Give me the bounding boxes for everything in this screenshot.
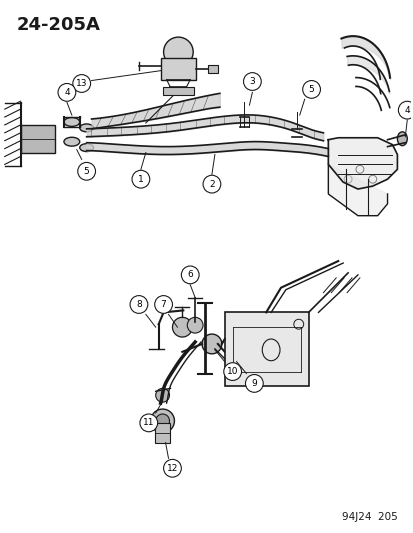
Circle shape	[163, 459, 181, 477]
Circle shape	[202, 175, 220, 193]
Circle shape	[228, 354, 244, 369]
Text: 2: 2	[209, 180, 214, 189]
Circle shape	[155, 414, 169, 428]
Circle shape	[343, 175, 351, 183]
Text: 5: 5	[83, 167, 89, 176]
Text: 24-205A: 24-205A	[17, 17, 100, 35]
Circle shape	[130, 296, 147, 313]
Text: 5: 5	[308, 85, 314, 94]
Circle shape	[368, 175, 376, 183]
Text: 10: 10	[226, 367, 238, 376]
Circle shape	[132, 171, 150, 188]
Text: 8: 8	[136, 300, 142, 309]
Ellipse shape	[80, 144, 93, 151]
Text: 3: 3	[249, 77, 255, 86]
Bar	[162, 87, 194, 95]
Circle shape	[172, 317, 192, 337]
Bar	[224, 312, 308, 386]
Text: 94J24  205: 94J24 205	[341, 512, 396, 521]
Circle shape	[155, 389, 169, 402]
Circle shape	[245, 375, 263, 392]
Bar	[21, 125, 55, 152]
Circle shape	[78, 163, 95, 180]
Text: 9: 9	[251, 379, 256, 388]
Circle shape	[355, 165, 363, 173]
Ellipse shape	[64, 117, 80, 126]
Circle shape	[163, 37, 193, 67]
Text: 1: 1	[138, 175, 143, 184]
Polygon shape	[328, 164, 387, 216]
Ellipse shape	[396, 132, 406, 146]
Circle shape	[73, 75, 90, 92]
Circle shape	[181, 266, 199, 284]
Circle shape	[397, 101, 413, 119]
Ellipse shape	[80, 124, 93, 132]
Circle shape	[302, 80, 320, 98]
Bar	[207, 64, 217, 72]
Bar	[154, 423, 170, 442]
Text: 6: 6	[187, 270, 192, 279]
Ellipse shape	[64, 138, 80, 146]
Text: 7: 7	[160, 300, 166, 309]
Circle shape	[202, 334, 221, 354]
Text: 4: 4	[64, 88, 69, 97]
Circle shape	[243, 72, 261, 91]
Text: 11: 11	[143, 418, 154, 427]
Circle shape	[187, 317, 202, 333]
Circle shape	[223, 362, 241, 381]
Circle shape	[154, 296, 172, 313]
Circle shape	[58, 84, 76, 101]
Circle shape	[140, 414, 157, 432]
Bar	[160, 58, 196, 79]
Polygon shape	[328, 138, 396, 189]
Text: 4: 4	[404, 106, 409, 115]
Text: 13: 13	[76, 79, 87, 88]
Circle shape	[150, 409, 174, 433]
Text: 12: 12	[166, 464, 178, 473]
